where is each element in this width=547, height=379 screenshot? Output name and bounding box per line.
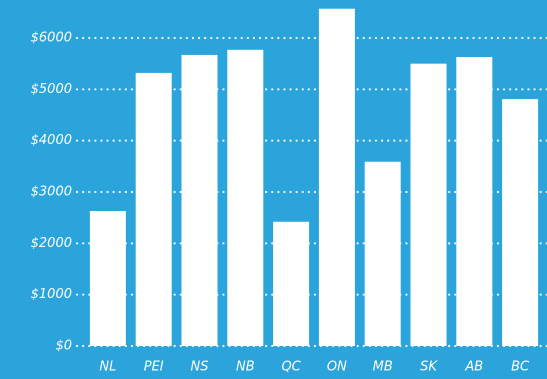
x-tick-label: QC bbox=[281, 360, 301, 375]
y-tick-label: $1000 bbox=[31, 287, 72, 302]
y-tick-label: $6000 bbox=[31, 30, 72, 45]
bar bbox=[364, 161, 401, 346]
x-tick-label: NL bbox=[99, 360, 116, 375]
y-tick-label: $0 bbox=[55, 339, 72, 354]
bar bbox=[135, 72, 172, 346]
bar bbox=[456, 56, 493, 346]
x-tick-label: PEI bbox=[144, 360, 164, 375]
bar bbox=[181, 54, 218, 347]
bar bbox=[89, 210, 126, 346]
x-tick-label: BC bbox=[511, 360, 530, 375]
y-tick-label: $3000 bbox=[31, 184, 72, 199]
y-tick-label: $5000 bbox=[31, 82, 72, 97]
bar bbox=[502, 99, 539, 346]
x-tick-label: AB bbox=[464, 360, 483, 375]
bar bbox=[227, 49, 264, 346]
bar bbox=[410, 63, 447, 346]
x-tick-label: MB bbox=[373, 360, 393, 375]
bar bbox=[318, 8, 355, 347]
y-tick-label: $2000 bbox=[31, 236, 72, 251]
bar bbox=[273, 221, 310, 346]
x-tick-label: NS bbox=[191, 360, 209, 375]
x-tick-label: SK bbox=[420, 360, 438, 375]
x-tick-label: NB bbox=[236, 360, 255, 375]
y-tick-label: $4000 bbox=[31, 133, 72, 148]
x-tick-label: ON bbox=[327, 360, 347, 375]
